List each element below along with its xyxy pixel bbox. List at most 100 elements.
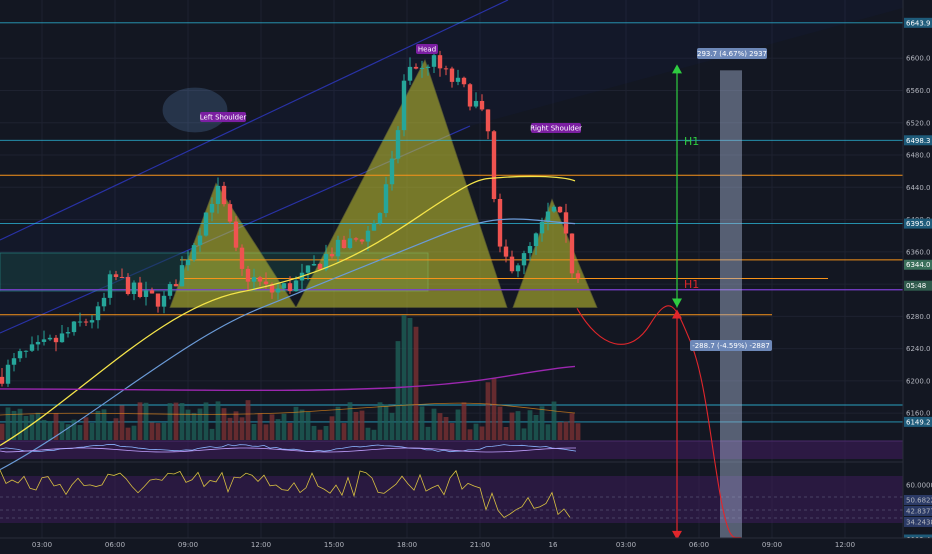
oscillator-band xyxy=(0,476,903,523)
volume-bar xyxy=(401,315,407,440)
indicator-line-2 xyxy=(0,447,577,453)
projected-path xyxy=(576,305,743,539)
volume-bar xyxy=(413,326,419,440)
volume-bar xyxy=(545,424,551,440)
candle-body xyxy=(155,293,161,307)
candle-body xyxy=(233,221,239,248)
volume-bar xyxy=(575,423,581,440)
volume-bar xyxy=(77,425,83,440)
price-tick-label: 6440.0 xyxy=(906,184,931,192)
candle-body xyxy=(257,277,263,282)
volume-bar xyxy=(503,426,509,440)
candle-body xyxy=(197,235,203,246)
volume-bar xyxy=(395,341,401,440)
candle-body xyxy=(293,280,299,291)
volume-bar xyxy=(317,429,323,440)
candle-body xyxy=(323,254,329,270)
volume-bar xyxy=(287,422,293,440)
candle-body xyxy=(203,212,209,236)
candle-body xyxy=(17,351,23,359)
measure-upper-label: 293.7 (4.67%) 2937 xyxy=(697,50,767,58)
ma-long-line xyxy=(0,365,576,392)
volume-bar xyxy=(131,425,137,440)
volume-bar xyxy=(71,419,77,440)
candle-body xyxy=(311,263,317,266)
volume-bar xyxy=(0,423,5,440)
volume-bar xyxy=(161,422,167,440)
volume-bar xyxy=(323,425,329,440)
candle-body xyxy=(173,284,179,287)
volume-bar xyxy=(143,402,149,440)
candle-body xyxy=(509,256,515,272)
volume-bar xyxy=(137,402,143,440)
volume-bar xyxy=(11,410,17,440)
volume-bar xyxy=(65,424,71,440)
volume-bar xyxy=(365,427,371,440)
candle-body xyxy=(455,77,461,82)
candle-body xyxy=(359,239,365,242)
time-axis-bg xyxy=(0,538,932,550)
candle-body xyxy=(239,247,245,269)
price-badge-bg xyxy=(904,17,932,28)
h1-upper-label: H1 xyxy=(684,135,699,148)
volume-bar xyxy=(353,411,359,440)
volume-bar xyxy=(149,422,155,440)
volume-bar xyxy=(509,412,515,440)
candle-body xyxy=(515,265,521,272)
volume-bar xyxy=(473,423,479,440)
candle-body xyxy=(377,213,383,224)
volume-bar xyxy=(443,416,449,440)
volume-bar xyxy=(209,428,215,440)
h1-lower-label: H1 xyxy=(684,278,699,291)
candle-body xyxy=(89,320,95,323)
price-badge-label: 6395.0 xyxy=(906,220,931,228)
candle-body xyxy=(131,282,137,295)
time-tick-label: 09:00 xyxy=(178,541,198,549)
volume-bar xyxy=(449,423,455,440)
price-tick-label: 6480.0 xyxy=(906,152,931,160)
candle-body xyxy=(281,283,287,289)
price-badge-label: 6498.3 xyxy=(906,137,931,145)
measure-upper-label-bg xyxy=(697,48,767,59)
left-shoulder-label: Left Shoulder xyxy=(200,114,247,122)
volume-bar xyxy=(467,429,473,440)
indicator-line-1 xyxy=(0,443,577,453)
price-tick-label: 6240.0 xyxy=(906,345,931,353)
candle-body xyxy=(125,277,131,295)
volume-bar xyxy=(203,402,209,440)
right-shoulder-triangle xyxy=(512,198,598,308)
price-tick-label: 6200.0 xyxy=(906,377,931,385)
right-shoulder-label: Right Shoulder xyxy=(530,125,582,133)
volume-bar xyxy=(155,423,161,440)
candle-body xyxy=(251,277,257,282)
osc-tick-label: 60.0000 xyxy=(906,482,932,490)
candle-body xyxy=(503,246,509,257)
volume-bar xyxy=(407,317,413,440)
volume-bar xyxy=(257,413,263,440)
candle-body xyxy=(449,68,455,82)
volume-bar xyxy=(245,400,251,440)
price-tick-label: 6600.0 xyxy=(906,55,931,63)
volume-bar xyxy=(539,406,545,440)
candle-body xyxy=(341,239,347,249)
candle-body xyxy=(533,233,539,247)
candle-body xyxy=(221,185,227,205)
candle-body xyxy=(287,283,293,291)
volume-bar xyxy=(83,417,89,440)
candle-body xyxy=(275,288,281,293)
candle-body xyxy=(191,245,197,260)
volume-bar xyxy=(89,423,95,440)
volume-bar xyxy=(521,428,527,440)
time-tick-label: 12:00 xyxy=(835,541,855,549)
volume-bar xyxy=(239,417,245,440)
candle-body xyxy=(95,306,101,321)
volume-bar xyxy=(533,414,539,440)
candle-body xyxy=(65,332,71,334)
candle-body xyxy=(209,203,215,213)
volume-bar xyxy=(59,421,65,440)
volume-bar xyxy=(491,378,497,440)
candle-body xyxy=(407,66,413,81)
volume-bar xyxy=(269,414,275,440)
volume-bar xyxy=(167,403,173,440)
osc-tick-label: 42.8377 xyxy=(906,508,932,516)
